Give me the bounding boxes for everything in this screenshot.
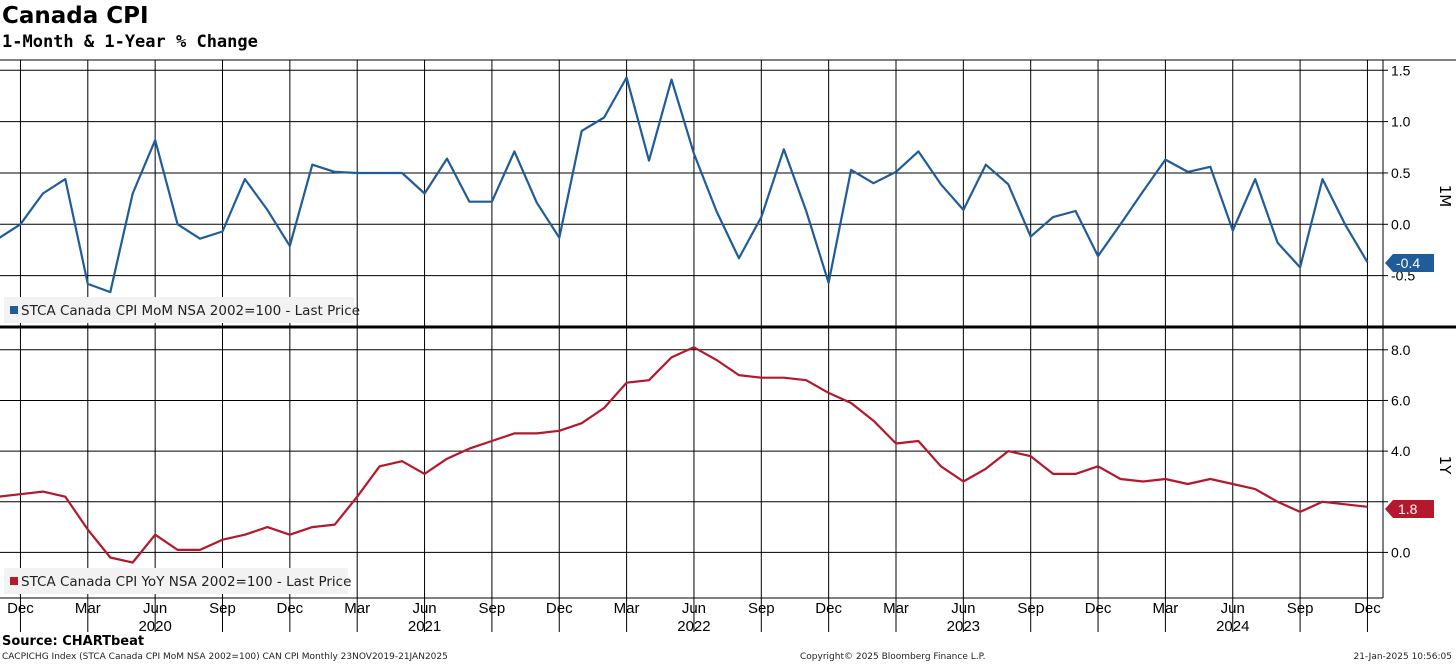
side-label-bottom: 1Y: [1436, 456, 1454, 476]
x-month-label: Sep: [1017, 600, 1044, 617]
chart-title: Canada CPI: [2, 3, 149, 29]
y-tick-label: 0.0: [1391, 544, 1411, 560]
footer-timestamp: 21-Jan-2025 10:56:05: [1353, 652, 1452, 662]
x-month-label: Jun: [682, 600, 706, 617]
x-month-label: Dec: [7, 600, 34, 617]
y-tick-label: 0.5: [1391, 165, 1411, 181]
top-y-axis: -0.50.00.51.01.5: [1383, 62, 1415, 284]
side-label-top: 1M: [1436, 185, 1454, 208]
last-value-tag-top: -0.4: [1385, 254, 1434, 272]
x-year-label: 2020: [138, 618, 171, 632]
y-tick-label: 6.0: [1391, 392, 1411, 408]
x-month-label: Dec: [277, 600, 304, 617]
x-axis-labels: Dec Mar Jun Sep Dec Mar Jun Sep Dec Mar Jun Sep Dec M…: [7, 598, 1381, 632]
series-line-yoy: [0, 346, 1368, 564]
x-year-label: 2023: [947, 618, 980, 632]
x-month-label: Jun: [951, 600, 975, 617]
x-month-label: Mar: [75, 600, 101, 617]
x-month-label: Mar: [1152, 600, 1178, 617]
legend-bottom: STCA Canada CPI YoY NSA 2002=100 - Last …: [4, 568, 351, 594]
x-month-label: Dec: [546, 600, 573, 617]
x-month-label: Mar: [883, 600, 909, 617]
x-month-label: Dec: [1085, 600, 1112, 617]
y-tick-label: 1.5: [1391, 62, 1411, 78]
last-value-top: -0.4: [1396, 255, 1420, 271]
chart-subtitle: 1-Month & 1-Year % Change: [2, 32, 258, 52]
x-year-label: 2022: [677, 618, 710, 632]
x-month-label: Dec: [815, 600, 842, 617]
x-month-label: Jun: [1221, 600, 1245, 617]
grid: [0, 60, 1383, 598]
y-tick-label: 1.0: [1391, 114, 1411, 130]
chart-canvas: -0.50.00.51.01.5 0.04.06.08.0 STCA Canad…: [0, 59, 1456, 632]
x-month-label: Sep: [479, 600, 506, 617]
legend-bottom-label: STCA Canada CPI YoY NSA 2002=100 - Last …: [21, 574, 351, 590]
last-value-tag-bottom: 1.8: [1385, 500, 1434, 518]
y-tick-label: 0.0: [1391, 216, 1411, 232]
footer-copyright: Copyright© 2025 Bloomberg Finance L.P.: [800, 652, 986, 662]
x-month-label: Mar: [344, 600, 370, 617]
x-month-label: Mar: [614, 600, 640, 617]
legend-top-swatch: [10, 306, 18, 314]
x-month-label: Jun: [143, 600, 167, 617]
footer-index-info: CACPICHG Index (STCA Canada CPI MoM NSA …: [2, 652, 448, 662]
legend-top-label: STCA Canada CPI MoM NSA 2002=100 - Last …: [21, 303, 360, 319]
last-value-bottom: 1.8: [1398, 501, 1418, 517]
x-month-label: Sep: [209, 600, 236, 617]
x-month-label: Dec: [1354, 600, 1381, 617]
x-month-label: Jun: [412, 600, 436, 617]
legend-bottom-swatch: [10, 577, 18, 585]
series-line-mom: [0, 76, 1369, 294]
source-note: Source: CHARTbeat: [2, 634, 145, 649]
x-year-label: 2024: [1216, 618, 1249, 632]
y-tick-label: 4.0: [1391, 443, 1411, 459]
x-year-label: 2021: [408, 618, 441, 632]
x-month-label: Sep: [748, 600, 775, 617]
y-tick-label: 8.0: [1391, 342, 1411, 358]
bottom-y-axis: 0.0 4.0 6.0 8.0: [1383, 342, 1411, 560]
legend-top: STCA Canada CPI MoM NSA 2002=100 - Last …: [4, 297, 360, 323]
x-month-label: Sep: [1287, 600, 1314, 617]
